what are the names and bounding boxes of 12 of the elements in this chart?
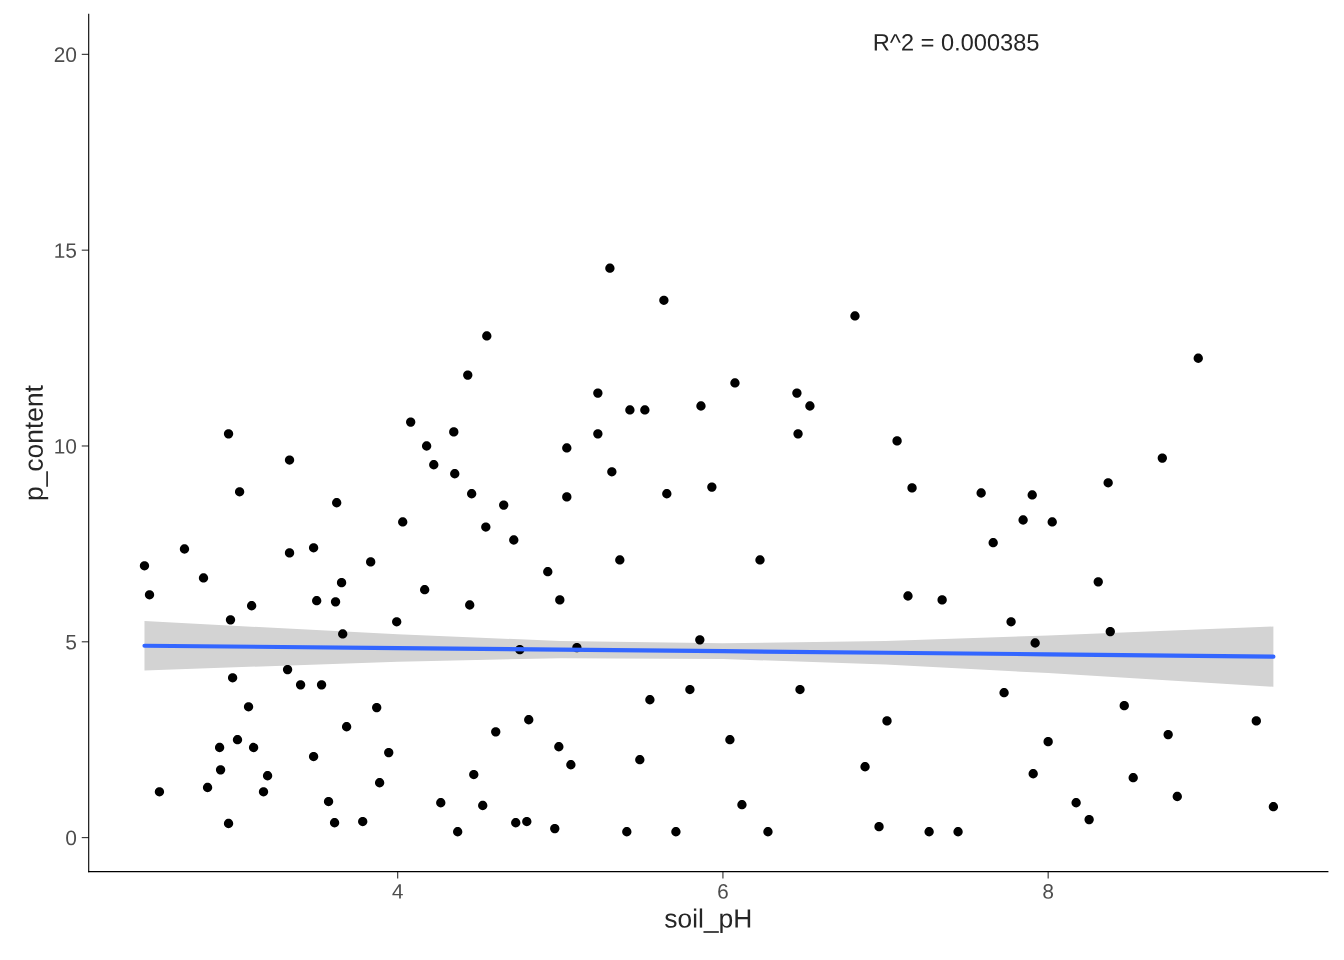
- x-tick-label: 8: [1043, 884, 1054, 899]
- y-axis-title: p_content: [25, 385, 49, 500]
- y-tick-label: 0: [66, 830, 77, 846]
- y-tick-label: 20: [54, 47, 77, 63]
- y-tick-label: 15: [55, 243, 77, 258]
- x-axis-title: soil_pH: [665, 908, 751, 934]
- annotation: R^2 = 0.000385: [874, 34, 1039, 51]
- line-series: [142, 643, 1276, 659]
- y-tick-label: 10: [55, 438, 77, 454]
- x-tick-label: 6: [718, 884, 728, 899]
- x-tick-label: 4: [392, 884, 403, 899]
- y-tick-label: 5: [66, 635, 77, 650]
